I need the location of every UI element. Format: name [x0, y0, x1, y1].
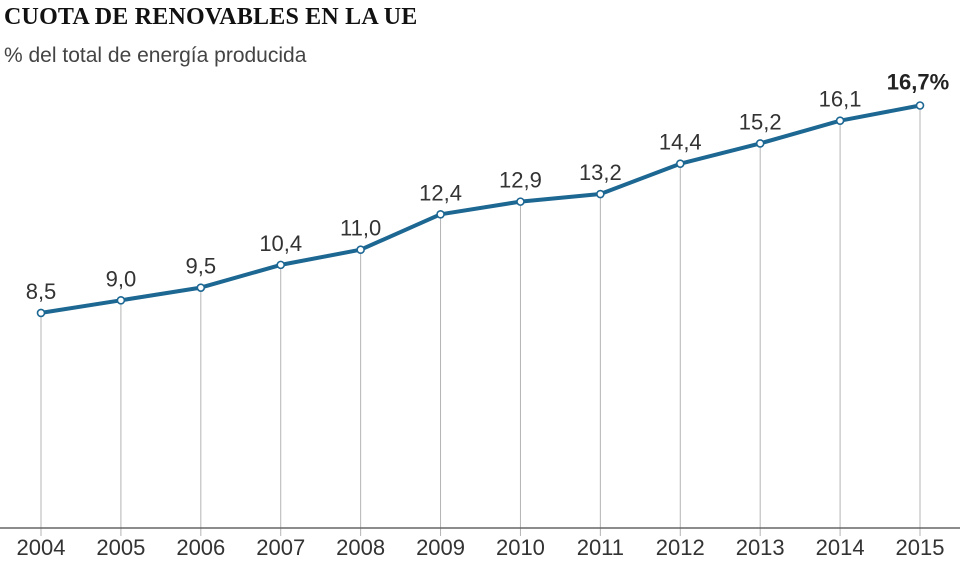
x-tick-label-2008: 2008: [336, 535, 385, 560]
data-point-2004: [36, 308, 46, 318]
data-label-2013: 15,2: [739, 109, 782, 134]
x-tick-label-2005: 2005: [96, 535, 145, 560]
chart-title: CUOTA DE RENOVABLES EN LA UE: [4, 4, 418, 30]
data-point-2007: [276, 260, 286, 270]
x-tick-label-2011: 2011: [577, 535, 624, 560]
data-point-2015: [915, 101, 925, 110]
data-point-2006: [196, 283, 206, 292]
chart-subtitle: % del total de energía producida: [4, 44, 307, 67]
x-tick-label-2007: 2007: [256, 535, 305, 560]
x-tick-label-2015: 2015: [896, 535, 945, 560]
x-tick-label-2010: 2010: [496, 535, 545, 560]
data-label-2004: 8,5: [26, 279, 57, 304]
data-label-2012: 14,4: [659, 130, 702, 155]
data-point-2008: [356, 245, 365, 254]
data-labels: 8,5 9,0 9,5 10,4 11,0 12,4 12,9 13,2 14,4 15,2 16,…: [26, 69, 949, 303]
data-label-2010: 12,9: [499, 168, 542, 193]
data-label-2015: 16,7%: [887, 69, 949, 94]
data-label-2011: 13,2: [579, 160, 622, 185]
x-axis-ticks: 2004 2005 2006 2007 2008 2009 2010 2011 2012 2013…: [17, 535, 945, 560]
x-tick-label-2009: 2009: [416, 535, 465, 560]
x-tick-label-2014: 2014: [816, 535, 865, 560]
x-tick-label-2004: 2004: [17, 535, 66, 560]
data-label-2008: 11,0: [340, 216, 381, 241]
data-point-2011: [596, 189, 605, 199]
series-line: [39, 103, 922, 315]
x-tick-label-2012: 2012: [656, 535, 705, 560]
data-point-2009: [436, 209, 445, 219]
gridlines: [40, 105, 921, 536]
data-point-2010: [516, 197, 525, 206]
data-label-2005: 9,0: [106, 266, 137, 291]
data-point-2005: [116, 295, 126, 305]
data-point-2014: [835, 116, 845, 125]
data-label-2014: 16,1: [819, 87, 862, 112]
data-point-2013: [755, 139, 765, 148]
data-point-2012: [675, 159, 685, 168]
data-label-2009: 12,4: [419, 180, 462, 205]
data-points: [36, 101, 925, 318]
x-tick-label-2006: 2006: [176, 535, 225, 560]
data-label-2006: 9,5: [186, 254, 217, 279]
data-label-2007: 10,4: [259, 231, 302, 256]
x-tick-label-2013: 2013: [736, 535, 785, 560]
